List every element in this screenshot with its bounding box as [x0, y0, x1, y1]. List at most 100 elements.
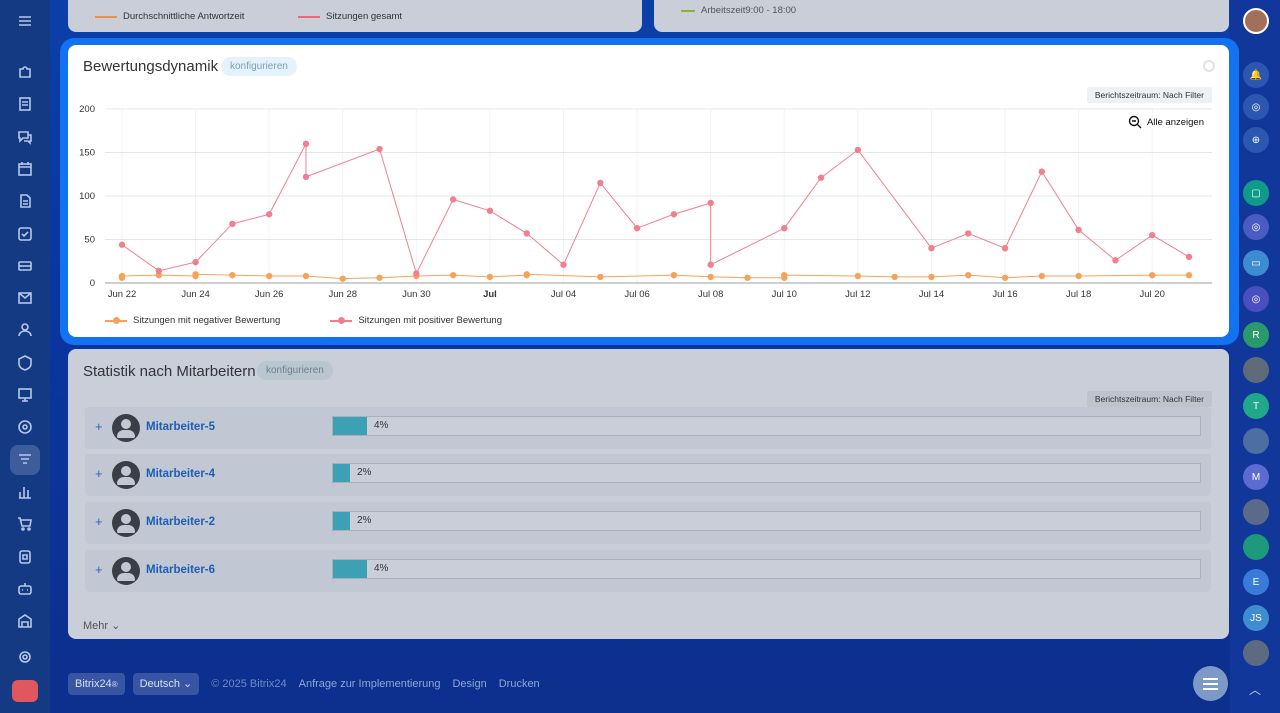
bell-icon[interactable]: 🔔	[1243, 62, 1269, 88]
x-tick-label: Jul 12	[845, 289, 870, 300]
stats-configure-button[interactable]: konfigurieren	[257, 361, 333, 380]
legend-positive[interactable]: Sitzungen mit positiver Bewertung	[330, 315, 502, 326]
show-all-button[interactable]: Alle anzeigen	[1128, 115, 1204, 129]
contact-t[interactable]: T	[1243, 393, 1269, 419]
message-icon[interactable]: ▭	[1243, 250, 1269, 276]
funnel-icon[interactable]	[10, 445, 40, 475]
progress-fill	[333, 560, 367, 578]
cart-icon[interactable]	[13, 512, 37, 536]
x-tick-label: Jul 16	[992, 289, 1017, 300]
data-point	[523, 230, 530, 237]
legend-negative[interactable]: Sitzungen mit negativer Bewertung	[105, 315, 280, 326]
contact-photo-2[interactable]	[1243, 428, 1269, 454]
contact-photo-4[interactable]	[1243, 640, 1269, 666]
x-tick-label: Jun 22	[108, 289, 137, 300]
period-label: Berichtszeitraum: Nach Filter	[1086, 87, 1212, 103]
mail-icon[interactable]	[13, 286, 37, 310]
y-tick-label: 100	[79, 191, 95, 202]
contact-e[interactable]: E	[1243, 569, 1269, 595]
expand-icon[interactable]: +	[95, 466, 103, 481]
data-point	[265, 211, 273, 218]
brand-button[interactable]: Bitrix24®	[68, 673, 125, 695]
language-select[interactable]: Deutsch ⌄	[132, 673, 200, 695]
print-link[interactable]: Drucken	[498, 678, 540, 690]
brand-mark-icon: ®	[111, 680, 118, 689]
contact-photo-1[interactable]	[1243, 357, 1269, 383]
x-tick-label: Jul 14	[919, 289, 944, 300]
calendar-icon[interactable]	[13, 157, 37, 181]
puzzle-icon[interactable]	[13, 60, 37, 84]
employee-stats-panel: Statistik nach Mitarbeitern konfiguriere…	[68, 349, 1229, 639]
rating-dynamics-widget: 0 50 100 150 200 Jun 22 Jun 24 Jun 26 Jun 28 Jun …	[68, 45, 1229, 337]
chat-icon[interactable]	[13, 125, 37, 149]
contact-js[interactable]: JS	[1243, 605, 1269, 631]
x-tick-label: Jul 18	[1066, 289, 1091, 300]
data-point	[192, 271, 199, 278]
legend-marker-red	[330, 316, 353, 324]
data-point	[1149, 231, 1156, 239]
contact-photo-3[interactable]	[1243, 499, 1269, 525]
expand-icon[interactable]: +	[95, 514, 103, 529]
warehouse-icon[interactable]	[13, 609, 37, 633]
chat-menu-button[interactable]	[1193, 666, 1228, 701]
robot-icon[interactable]	[13, 577, 37, 601]
board-icon[interactable]	[13, 383, 37, 407]
data-point	[965, 271, 972, 279]
more-label: Mehr	[83, 620, 109, 632]
data-point	[1001, 274, 1009, 281]
analytics-icon[interactable]	[13, 480, 37, 504]
expand-icon[interactable]: +	[95, 562, 103, 577]
stats-title: Statistik nach Mitarbeitern	[83, 363, 256, 380]
channel-icon[interactable]: ◎	[1243, 214, 1269, 240]
implementation-link[interactable]: Anfrage zur Implementierung	[298, 678, 441, 690]
progress-fill	[333, 512, 350, 530]
zoom-out-icon	[1128, 115, 1142, 129]
data-point	[376, 145, 383, 153]
shield-icon[interactable]	[13, 351, 37, 375]
contact-group[interactable]	[1243, 534, 1269, 560]
language-label: Deutsch	[139, 678, 180, 690]
more-button[interactable]: Mehr ⌄	[83, 619, 120, 632]
contacts-icon[interactable]	[13, 318, 37, 342]
rocket-icon[interactable]	[12, 680, 38, 702]
design-link[interactable]: Design	[452, 678, 487, 690]
user-avatar[interactable]	[1243, 8, 1269, 34]
legend-line-orange	[95, 15, 117, 18]
feed-icon[interactable]	[13, 92, 37, 116]
employee-row[interactable]: + Mitarbeiter-2 2%	[85, 502, 1211, 544]
target-icon[interactable]	[13, 415, 37, 439]
gear-icon[interactable]	[1203, 60, 1215, 72]
document-icon[interactable]	[13, 189, 37, 213]
chat-search-icon[interactable]: ▢	[1243, 180, 1269, 206]
data-point	[854, 146, 862, 154]
contact-r[interactable]: R	[1243, 322, 1269, 348]
show-all-label: Alle anzeigen	[1146, 116, 1204, 128]
employee-row[interactable]: + Mitarbeiter-5 4%	[85, 407, 1211, 449]
footer: Bitrix24® Deutsch ⌄ © 2025 Bitrix24 Anfr…	[68, 673, 540, 695]
employee-row[interactable]: + Mitarbeiter-6 4%	[85, 550, 1211, 592]
employee-name[interactable]: Mitarbeiter-6	[146, 564, 216, 576]
contact-m[interactable]: M	[1243, 464, 1269, 490]
employee-name[interactable]: Mitarbeiter-4	[146, 468, 216, 480]
avatar	[112, 461, 140, 489]
add-chat-icon[interactable]: ⊕	[1243, 127, 1269, 153]
employee-row[interactable]: + Mitarbeiter-4 2%	[85, 454, 1211, 496]
configure-button[interactable]: konfigurieren	[221, 57, 297, 76]
store-icon[interactable]	[13, 545, 37, 569]
tasks-icon[interactable]	[13, 222, 37, 246]
y-tick-label: 50	[84, 235, 95, 246]
data-point	[302, 140, 310, 147]
drive-icon[interactable]	[13, 254, 37, 278]
channel-icon-2[interactable]: ◎	[1243, 286, 1269, 312]
data-point	[1075, 272, 1082, 280]
y-tick-label: 0	[90, 278, 95, 289]
expand-icon[interactable]: +	[95, 419, 103, 434]
data-point	[965, 230, 972, 237]
menu-icon[interactable]	[13, 9, 37, 33]
settings-icon[interactable]	[13, 645, 37, 669]
employee-name[interactable]: Mitarbeiter-2	[146, 516, 216, 528]
y-tick-label: 200	[79, 104, 95, 115]
search-icon[interactable]: ◎	[1243, 94, 1269, 120]
employee-name[interactable]: Mitarbeiter-5	[146, 421, 216, 433]
scroll-up-icon[interactable]: ︿	[1249, 683, 1262, 697]
